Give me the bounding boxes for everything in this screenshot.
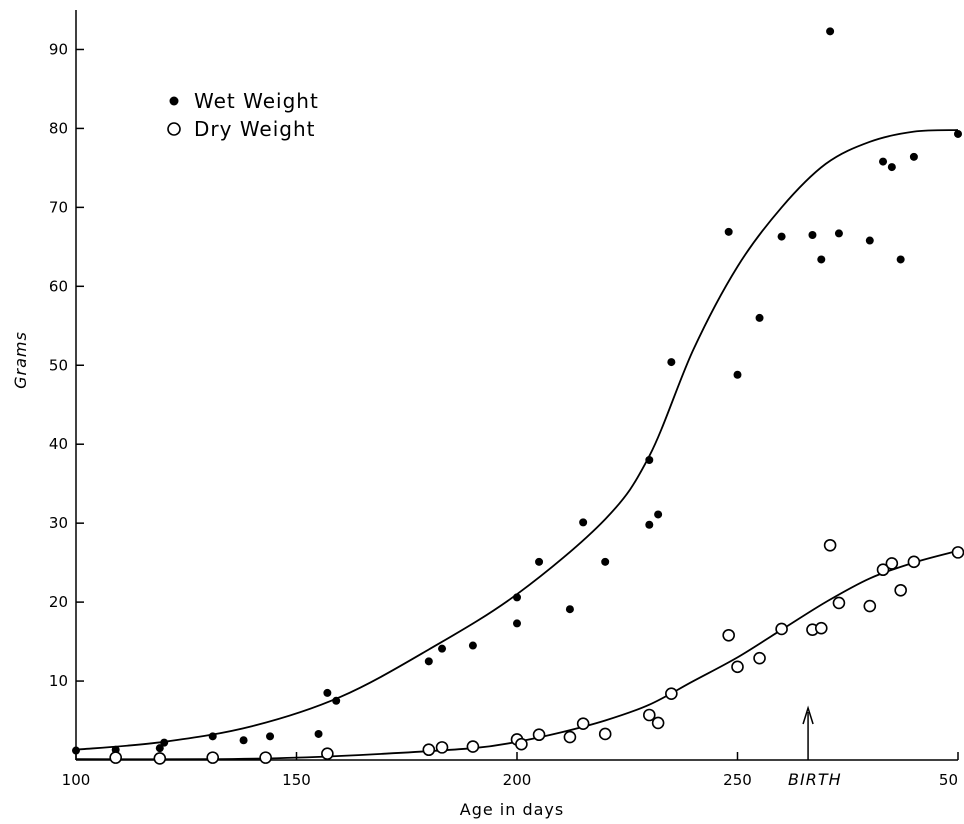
data-point-dry-weight (642, 708, 656, 722)
data-point-dry-weight (775, 622, 788, 636)
data-point-dry-weight (109, 751, 122, 764)
data-point-dry-weight (153, 752, 167, 765)
legend-marker-filled (169, 96, 179, 106)
data-point-wet-weight (954, 129, 962, 138)
series-wet-weight (72, 27, 962, 755)
data-point-wet-weight (645, 456, 654, 464)
data-point-dry-weight (466, 740, 480, 753)
data-point-wet-weight (424, 657, 433, 666)
data-point-wet-weight (755, 313, 764, 322)
data-point-dry-weight (951, 546, 964, 559)
x-axis-title: Age in days (460, 800, 564, 819)
data-point-wet-weight (72, 746, 80, 755)
data-point-dry-weight (823, 538, 837, 552)
data-point-dry-weight (651, 716, 665, 730)
x-tick-label: 250 (723, 771, 752, 789)
fit-curve-wet-weight (75, 129, 959, 751)
data-point-dry-weight (321, 747, 334, 760)
data-point-wet-weight (865, 236, 874, 245)
y-tick-label: 80 (49, 119, 68, 137)
data-point-wet-weight (513, 619, 521, 628)
data-point-wet-weight (879, 157, 888, 166)
y-tick-label: 40 (49, 435, 68, 453)
x-tick-label: 150 (282, 771, 311, 789)
data-point-wet-weight (777, 232, 786, 241)
data-point-dry-weight (863, 599, 877, 613)
data-point-dry-weight (907, 555, 921, 569)
data-point-wet-weight (239, 736, 248, 745)
data-point-dry-weight (731, 660, 744, 674)
y-tick-label: 10 (49, 672, 68, 690)
y-tick-label: 90 (49, 40, 68, 58)
data-point-wet-weight (808, 231, 817, 239)
legend-marker-open (167, 122, 181, 136)
x-tick-label: 50 (939, 771, 958, 789)
x-tick-label: 100 (62, 771, 91, 789)
birth-annotation-label: BIRTH (788, 770, 842, 789)
data-point-wet-weight (438, 644, 447, 653)
data-point-wet-weight (733, 370, 742, 379)
data-point-dry-weight (894, 583, 907, 597)
data-point-wet-weight (160, 738, 169, 747)
legend: Wet Weight Dry Weight (167, 89, 319, 141)
data-point-wet-weight (513, 593, 521, 602)
data-point-wet-weight (601, 557, 610, 566)
data-point-wet-weight (887, 163, 896, 172)
data-point-dry-weight (832, 596, 846, 610)
x-tick-label: 200 (503, 771, 532, 789)
data-point-wet-weight (834, 229, 843, 238)
data-point-dry-weight (876, 563, 890, 577)
data-point-wet-weight (724, 227, 733, 236)
y-axis-title: Grams (11, 331, 30, 389)
data-point-wet-weight (579, 518, 588, 527)
birth-arrow-head (802, 705, 814, 725)
annotations: BIRTH (788, 705, 842, 789)
data-point-dry-weight (576, 717, 590, 730)
data-point-wet-weight (645, 520, 654, 529)
y-tick-label: 50 (49, 356, 68, 374)
data-point-dry-weight (563, 730, 577, 744)
data-point-wet-weight (667, 358, 676, 367)
data-point-dry-weight (722, 628, 735, 642)
data-point-wet-weight (208, 732, 217, 741)
data-point-dry-weight (532, 728, 546, 742)
legend-label: Wet Weight (194, 89, 319, 113)
y-tick-label: 70 (49, 198, 68, 216)
data-point-wet-weight (535, 557, 544, 566)
fit-curve-dry-weight (75, 549, 959, 761)
data-point-dry-weight (206, 751, 220, 764)
data-point-wet-weight (266, 732, 275, 741)
data-point-wet-weight (826, 27, 835, 36)
data-point-wet-weight (654, 510, 663, 519)
data-point-dry-weight (598, 727, 612, 741)
data-point-wet-weight (565, 605, 574, 614)
x-axis: 100 150 200 250 50 (62, 752, 959, 789)
data-point-wet-weight (468, 641, 477, 650)
y-tick-label: 20 (49, 593, 68, 611)
data-point-dry-weight (422, 743, 436, 757)
y-tick-label: 30 (49, 514, 68, 532)
data-point-wet-weight (155, 744, 164, 753)
y-axis: 10 20 30 40 50 60 70 80 90 (49, 40, 84, 690)
data-point-wet-weight (323, 688, 332, 697)
data-point-dry-weight (753, 651, 766, 665)
series-group (72, 27, 964, 765)
data-point-wet-weight (314, 729, 323, 738)
legend-label: Dry Weight (194, 117, 316, 141)
data-point-wet-weight (332, 696, 341, 705)
data-point-dry-weight (885, 557, 899, 570)
data-point-wet-weight (817, 255, 826, 264)
y-tick-label: 60 (49, 277, 68, 295)
data-point-wet-weight (896, 255, 905, 264)
series-dry-weight (75, 538, 964, 765)
data-point-dry-weight (259, 751, 272, 764)
data-point-dry-weight (814, 621, 828, 635)
data-point-dry-weight (665, 687, 678, 700)
data-point-dry-weight (435, 741, 449, 754)
data-point-dry-weight (515, 737, 528, 751)
data-point-wet-weight (909, 152, 918, 161)
